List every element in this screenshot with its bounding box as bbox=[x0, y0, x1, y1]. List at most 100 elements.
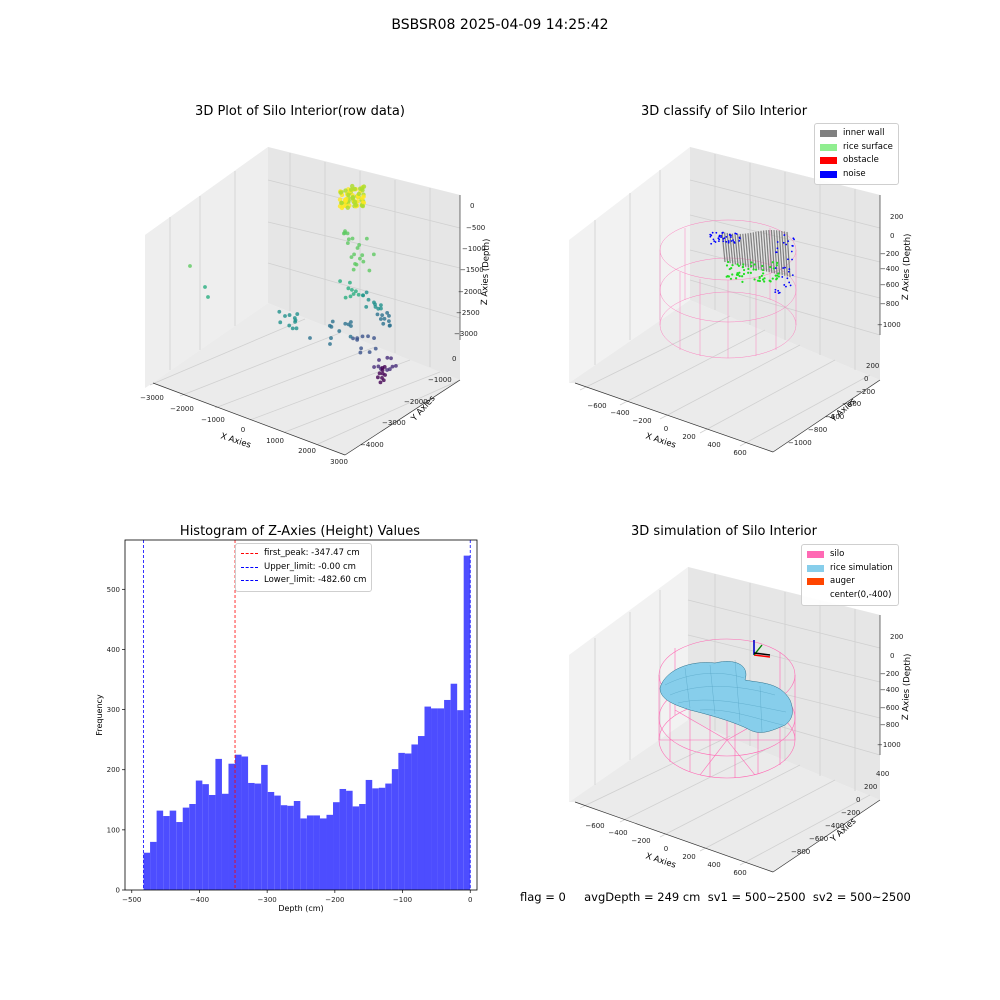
noise-point bbox=[735, 233, 738, 235]
histogram-bar bbox=[359, 804, 366, 890]
panel2-3d-axes: −600 −400 −200 0 200 400 600 200 0 −200 … bbox=[569, 147, 913, 457]
scatter-point bbox=[343, 229, 347, 234]
p1-xtick: −1000 bbox=[201, 416, 225, 424]
noise-point bbox=[774, 267, 777, 269]
x-tick-label: −500 bbox=[122, 896, 141, 904]
scatter-point bbox=[350, 236, 355, 241]
legend-item-silo: silo bbox=[807, 548, 893, 562]
histogram-bar bbox=[228, 763, 236, 890]
inner-wall-point bbox=[778, 230, 783, 276]
scatter-point bbox=[377, 358, 381, 362]
p2-ytick: −200 bbox=[856, 388, 875, 396]
p1-ytick: −1000 bbox=[428, 376, 452, 384]
inner-wall-point bbox=[760, 230, 765, 272]
legend-item-auger: auger bbox=[807, 575, 893, 589]
noise-point bbox=[738, 237, 741, 240]
scatter-point bbox=[381, 321, 386, 326]
scatter-point bbox=[375, 312, 380, 317]
scatter-point bbox=[360, 253, 365, 258]
p1-ytick: −4000 bbox=[360, 441, 384, 449]
inner-wall-point bbox=[757, 231, 762, 271]
rice-surface-point bbox=[775, 264, 778, 267]
y-tick-label: 0 bbox=[116, 887, 120, 895]
scatter-point bbox=[366, 334, 370, 339]
histogram-bar bbox=[450, 683, 458, 890]
noise-point bbox=[725, 240, 728, 243]
noise-point bbox=[712, 238, 715, 241]
noise-point bbox=[732, 239, 735, 242]
inner-wall-point bbox=[768, 230, 773, 273]
p2-ytick: −1000 bbox=[788, 439, 812, 447]
rice-surface-point bbox=[749, 271, 752, 274]
scatter-point bbox=[372, 365, 376, 369]
histogram-bar bbox=[202, 784, 209, 890]
inner-wall-point bbox=[737, 233, 742, 266]
histogram-bar bbox=[293, 800, 301, 890]
panel3-title: Histogram of Z-Axies (Height) Values bbox=[179, 524, 421, 539]
hist-xlabel: Depth (cm) bbox=[278, 904, 323, 913]
inner-wall-point bbox=[726, 232, 731, 264]
histogram-bar bbox=[333, 802, 340, 890]
noise-point bbox=[787, 270, 790, 273]
y-tick-label: 300 bbox=[107, 706, 120, 714]
p1-ztick: −500 bbox=[466, 224, 485, 232]
p2-xtick: −200 bbox=[632, 417, 651, 425]
p4-ytick: 400 bbox=[876, 770, 889, 778]
p1-ytick: −2000 bbox=[404, 398, 428, 406]
scatter-point bbox=[371, 252, 376, 257]
p1-xtick: 3000 bbox=[330, 458, 348, 466]
histogram-bar bbox=[241, 756, 249, 890]
panel1-3d-axes: −3000 −2000 −1000 0 1000 2000 3000 0 −10… bbox=[140, 147, 492, 466]
histogram-bar bbox=[287, 805, 294, 890]
inner-wall-point bbox=[763, 230, 768, 272]
scatter-point bbox=[378, 380, 383, 385]
scatter-point bbox=[361, 259, 366, 264]
scatter-point bbox=[389, 356, 393, 361]
histogram-bar bbox=[319, 818, 327, 890]
rice-surface-point bbox=[727, 260, 730, 264]
rice-surface-point bbox=[737, 264, 741, 268]
scatter-point bbox=[278, 320, 283, 325]
noise-point bbox=[730, 236, 732, 238]
rice-surface-point bbox=[761, 268, 765, 272]
inner-wall-point bbox=[742, 233, 747, 267]
scatter-point bbox=[360, 203, 366, 209]
noise-point bbox=[718, 235, 721, 238]
rice-surface-point bbox=[774, 274, 777, 277]
inner-wall-point bbox=[734, 233, 739, 266]
scatter-point bbox=[349, 324, 353, 328]
p1-xtick: −2000 bbox=[170, 405, 194, 413]
x-tick-label: −400 bbox=[190, 896, 209, 904]
scatter-point bbox=[277, 309, 282, 314]
rice-surface-point bbox=[738, 274, 741, 278]
p4-zlabel: Z Axies (Depth) bbox=[901, 653, 913, 720]
p1-zlabel: Z Axies (Depth) bbox=[480, 238, 492, 305]
p4-ztick: −400 bbox=[880, 686, 899, 694]
scatter-point bbox=[346, 192, 351, 197]
noise-point bbox=[738, 239, 741, 242]
noise-point bbox=[782, 241, 785, 244]
scatter-point bbox=[355, 336, 360, 341]
scatter-point bbox=[294, 326, 299, 331]
noise-point bbox=[709, 233, 712, 236]
scatter-point bbox=[364, 236, 369, 241]
inner-wall-point bbox=[731, 233, 736, 265]
rice-surface-point bbox=[771, 261, 774, 264]
scatter-point bbox=[357, 243, 362, 247]
inner-wall-point bbox=[755, 231, 760, 270]
p1-ztick: −2000 bbox=[458, 288, 482, 296]
noise-point bbox=[720, 236, 722, 239]
p2-ytick: 200 bbox=[866, 362, 879, 370]
p4-xtick: 200 bbox=[682, 853, 695, 861]
scatter-point bbox=[390, 364, 395, 369]
noise-point bbox=[728, 234, 731, 236]
scatter-point bbox=[339, 200, 345, 206]
histogram-bar bbox=[280, 805, 288, 890]
histogram-bar bbox=[313, 815, 320, 890]
scatter-point bbox=[349, 320, 353, 324]
scatter-point bbox=[346, 237, 351, 242]
p4-ztick: −200 bbox=[880, 670, 899, 678]
scatter-point bbox=[373, 346, 378, 351]
noise-point bbox=[777, 292, 780, 295]
p1-ztick: 0 bbox=[470, 202, 474, 210]
